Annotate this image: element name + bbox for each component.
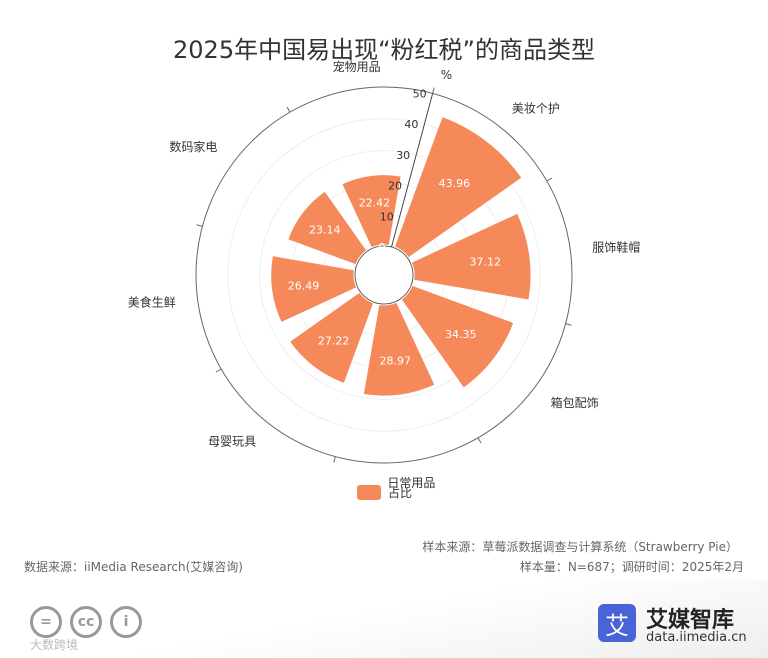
category-label-7: 数码家电: [169, 139, 217, 154]
legend-swatch: [357, 485, 381, 500]
radial-tick-label: 30: [396, 149, 410, 162]
bar-6: [270, 255, 358, 324]
bar-8: [341, 174, 402, 249]
data-label-5: 27.22: [318, 335, 350, 348]
bar-4: [362, 301, 436, 397]
angle-tick: [333, 456, 336, 463]
chart-title: 2025年中国易出现“粉红税”的商品类型: [173, 36, 595, 64]
data-label-4: 28.97: [379, 354, 411, 367]
outer-ring: [195, 86, 573, 464]
legend-label: 占比: [388, 485, 412, 500]
category-label-6: 美食生鲜: [128, 294, 176, 309]
angle-tick: [546, 177, 553, 182]
brand-url: data.iimedia.cn: [646, 630, 747, 645]
bars: 43.96 37.12 34.35 28.97 27.22 26.49 23.14 22.42: [270, 115, 532, 397]
sample-size-note: 样本量：N=687；调研时间：2025年2月: [519, 560, 744, 574]
iimedia-logo-icon: 艾: [598, 604, 636, 642]
inner-ring: [354, 245, 414, 305]
data-label-6: 26.49: [288, 280, 320, 293]
category-label-1: 美妆个护: [512, 101, 560, 115]
legend: 占比: [357, 485, 412, 500]
radial-tick-label: 50: [413, 87, 427, 100]
category-label-4: 日常用品: [387, 476, 435, 490]
radial-tick-label: 40: [404, 118, 418, 131]
data-label-7: 23.14: [309, 224, 341, 237]
data-source-note: 数据来源：iiMedia Research(艾媒咨询): [24, 560, 243, 574]
bar-3: [400, 284, 515, 389]
brand-name: 艾媒智库: [646, 608, 735, 633]
category-label-5: 母婴玩具: [208, 435, 256, 449]
bar-7: [287, 190, 368, 266]
data-label-1: 43.96: [439, 177, 471, 190]
radial-axis: [391, 93, 434, 248]
sample-source-note: 样本来源：草莓派数据调查与计算系统（Strawberry Pie）: [422, 540, 738, 554]
data-label-8: 22.42: [359, 196, 391, 209]
watermark: 大数跨境: [30, 638, 79, 652]
data-label-2: 37.12: [470, 256, 502, 269]
unit-label: %: [441, 68, 452, 82]
radial-tick-label: 10: [380, 210, 394, 223]
category-label-8: 宠物用品: [333, 59, 381, 74]
radial-ticks: 0 10 20 30 40 50%: [379, 68, 453, 254]
angle-tick: [286, 106, 291, 113]
angle-tick: [432, 87, 435, 94]
grid-ring: [227, 118, 541, 432]
cc-equals-icon: =: [30, 606, 62, 638]
angle-tick: [565, 323, 572, 326]
radial-tick-label: 0: [379, 241, 386, 254]
angle-tick: [196, 224, 203, 227]
polar-bar-chart: 43.96 37.12 34.35 28.97 27.22 26.49 23.14 22.42…: [128, 59, 640, 500]
category-label-3: 箱包配饰: [551, 395, 599, 410]
category-label-2: 服饰鞋帽: [592, 240, 640, 255]
data-label-3: 34.35: [445, 328, 477, 341]
bar-5: [288, 291, 375, 385]
cc-person-icon: i: [110, 606, 142, 638]
angle-tick: [477, 437, 482, 444]
radial-tick-label: 20: [388, 180, 402, 193]
bar-1: [393, 115, 523, 259]
angle-tick: [215, 368, 222, 373]
cc-icon: cc: [70, 606, 102, 638]
bar-2: [410, 212, 532, 301]
